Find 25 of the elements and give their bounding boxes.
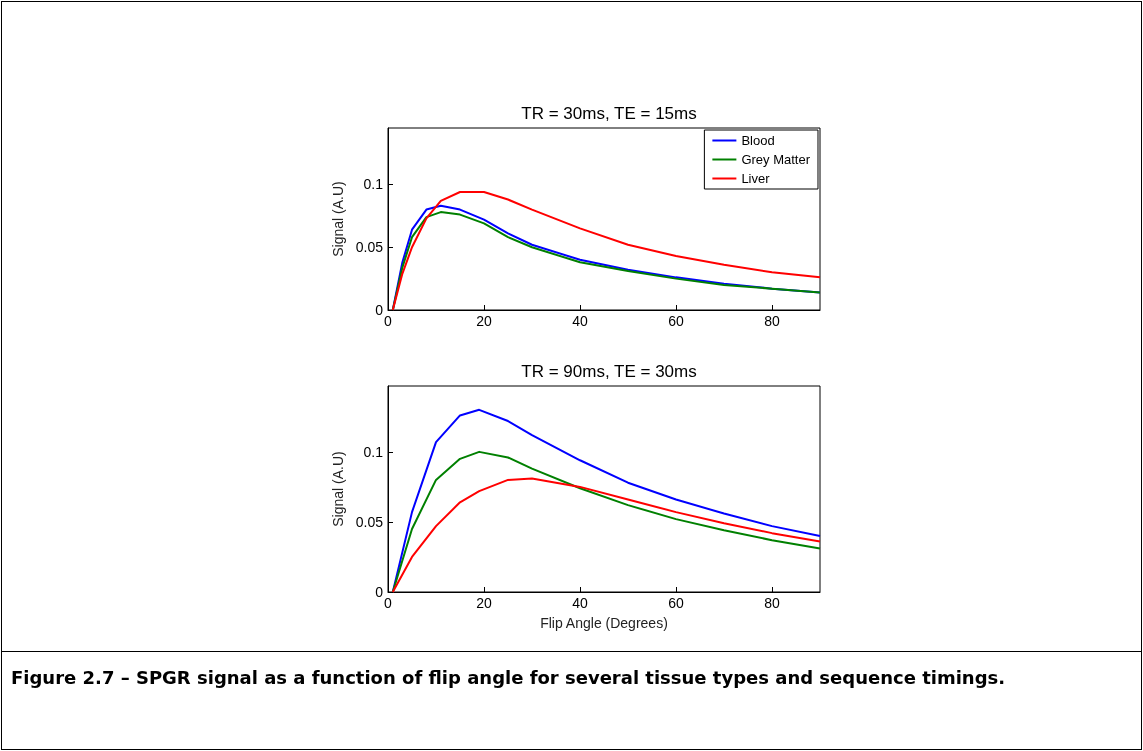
y-tick-label: 0.1 (363, 176, 384, 193)
line-series (391, 450, 821, 593)
x-tick-label: 40 (572, 595, 588, 611)
y-axis-title: Signal (A.U) (329, 451, 346, 527)
legend-label: Grey Matter (741, 152, 811, 167)
x-tick-label: 80 (764, 313, 780, 329)
x-axis-title: Flip Angle (Degrees) (540, 615, 668, 631)
x-tick-label: 20 (476, 313, 492, 329)
x-tick-label: 60 (668, 313, 684, 329)
y-tick-label: 0.1 (363, 443, 384, 460)
chart-title: TR = 90ms, TE = 30ms (521, 362, 697, 381)
x-tick-label: 60 (668, 595, 684, 611)
legend-label: Blood (741, 133, 775, 148)
y-axis-title: Signal (A.U) (329, 181, 346, 257)
x-tick-label: 20 (476, 595, 492, 611)
chart-title: TR = 30ms, TE = 15ms (521, 104, 697, 123)
y-tick-label: 0 (375, 584, 384, 600)
caption: Figure 2.7 – SPGR signal as a function of flip angle for several tissue types and sequence timings. (1, 651, 1142, 704)
x-tick-label: 80 (764, 595, 780, 611)
x-tick-label: 40 (572, 313, 588, 329)
line-series (391, 477, 821, 593)
y-tick-label: 0 (375, 302, 384, 318)
y-tick-label: 0.05 (355, 239, 384, 256)
legend-label: Liver (741, 171, 771, 186)
y-tick-label: 0.05 (355, 513, 384, 530)
